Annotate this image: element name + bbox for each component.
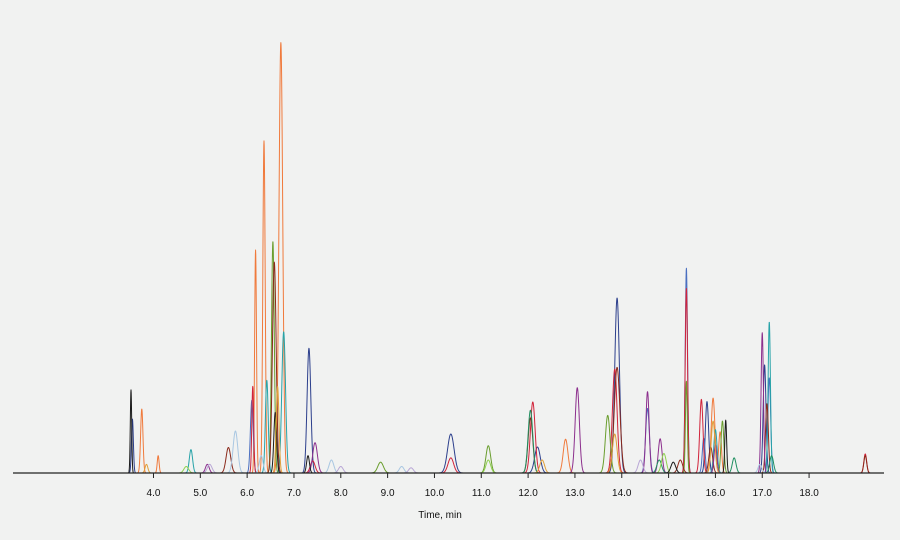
x-tick-label: 6.0	[240, 488, 254, 499]
x-tick-label: 7.0	[287, 488, 301, 499]
trace-group	[115, 42, 885, 474]
x-tick-label: 15.0	[659, 488, 679, 499]
x-axis-title: Time, min	[418, 510, 462, 521]
chromatogram-trace	[115, 42, 885, 474]
x-axis-ticks: 4.0 5.0 6.0 7.0 8.0 9.0 10.0 11.0 12.0 13.0 14.0 15…	[147, 473, 819, 499]
x-tick-label: 16.0	[706, 488, 726, 499]
x-tick-label: 4.0	[147, 488, 161, 499]
x-tick-label: 13.0	[565, 488, 585, 499]
x-tick-label: 8.0	[334, 488, 348, 499]
chromatogram-trace	[115, 261, 885, 474]
x-tick-label: 11.0	[472, 488, 491, 499]
x-tick-label: 14.0	[612, 488, 632, 499]
x-tick-label: 9.0	[381, 488, 395, 499]
x-tick-label: 10.0	[425, 488, 445, 499]
x-tick-label: 5.0	[193, 488, 207, 499]
x-tick-label: 18.0	[799, 488, 819, 499]
x-tick-label: 17.0	[753, 488, 773, 499]
x-tick-label: 12.0	[518, 488, 538, 499]
